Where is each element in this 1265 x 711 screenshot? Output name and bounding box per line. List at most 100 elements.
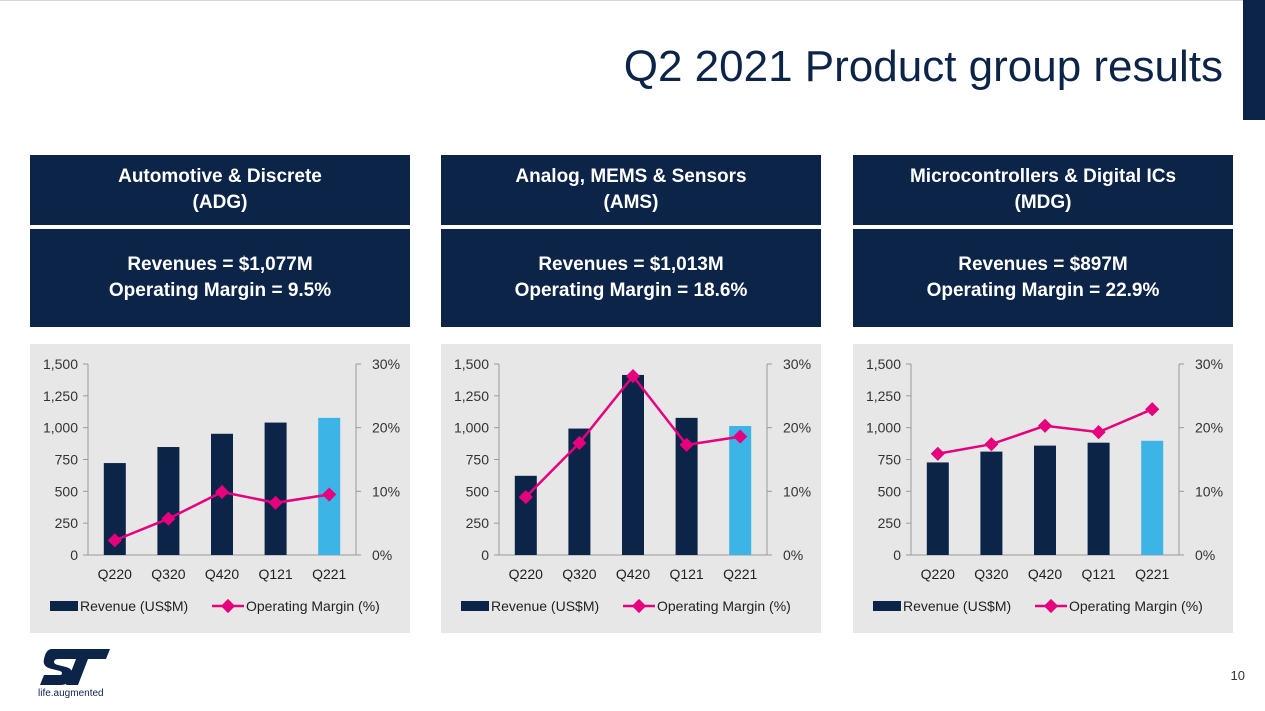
margin-point [161, 511, 176, 526]
category-label: Q121 [1081, 566, 1115, 582]
right-tick-label: 0% [1195, 547, 1215, 563]
legend-revenue-label: Revenue (US$M) [80, 598, 188, 614]
margin-point [625, 369, 641, 384]
legend-revenue-label: Revenue (US$M) [903, 598, 1011, 614]
margin-point [1091, 425, 1106, 440]
left-tick-label: 500 [55, 483, 79, 499]
right-tick-label: 20% [1195, 420, 1223, 436]
left-tick-label: 1,250 [866, 388, 901, 404]
legend-margin-marker [220, 598, 236, 614]
legend-revenue-label: Revenue (US$M) [491, 598, 599, 614]
group-name: Automotive & Discrete [118, 166, 322, 187]
group-panel-adg: Automotive & Discrete (ADG) Revenues = $… [30, 155, 410, 327]
left-tick-label: 1,000 [866, 420, 901, 436]
left-tick-label: 500 [466, 483, 490, 499]
group-operating-margin: Operating Margin = 9.5% [108, 280, 332, 301]
group-abbreviation: (MDG) [1014, 192, 1072, 213]
category-label: Q320 [974, 566, 1008, 582]
left-tick-label: 1,500 [866, 356, 901, 372]
revenue-bar [926, 462, 949, 555]
category-label: Q320 [151, 566, 185, 582]
margin-point [322, 487, 337, 502]
left-tick-label: 0 [70, 547, 78, 563]
left-tick-label: 1,250 [43, 388, 78, 404]
left-tick-label: 1,500 [43, 356, 78, 372]
right-tick-label: 30% [783, 356, 811, 372]
revenue-bar [729, 426, 752, 555]
revenue-bar [103, 463, 126, 555]
left-tick-label: 0 [481, 547, 489, 563]
left-tick-label: 750 [878, 452, 902, 468]
group-name-box: Automotive & Discrete (ADG) [30, 155, 410, 225]
group-kpi-box: Revenues = $1,013M Operating Margin = 18… [441, 229, 821, 327]
revenue-bar [980, 451, 1003, 555]
left-tick-label: 0 [893, 547, 901, 563]
right-tick-label: 30% [1195, 356, 1223, 372]
group-abbreviation: (ADG) [192, 192, 248, 213]
legend-revenue-swatch [461, 601, 489, 611]
legend-margin-marker [1043, 598, 1059, 614]
margin-point [268, 495, 283, 510]
revenue-bar [675, 417, 698, 555]
category-label: Q420 [616, 566, 650, 582]
legend-revenue-swatch [50, 601, 78, 611]
right-tick-label: 20% [372, 420, 400, 436]
right-tick-label: 0% [372, 547, 392, 563]
legend-margin-marker [631, 598, 647, 614]
left-tick-label: 1,000 [43, 420, 78, 436]
margin-point [1037, 418, 1053, 433]
margin-point [733, 429, 748, 444]
category-label: Q220 [509, 566, 543, 582]
category-label: Q221 [312, 566, 346, 582]
margin-point [930, 446, 945, 461]
right-tick-label: 20% [783, 420, 811, 436]
category-label: Q121 [669, 566, 703, 582]
category-label: Q320 [562, 566, 596, 582]
category-label: Q220 [921, 566, 955, 582]
group-revenue: Revenues = $1,077M [127, 254, 313, 275]
chart-svg: 0 250 500 750 1,000 1,250 1,500 0% 10% 20% 30% Q220… [454, 356, 811, 614]
chart-svg: 0 250 500 750 1,000 1,250 1,500 0% 10% 20% 30% Q220… [43, 356, 400, 614]
left-tick-label: 750 [466, 452, 490, 468]
left-tick-label: 750 [55, 452, 79, 468]
group-revenue: Revenues = $1,013M [538, 254, 724, 275]
right-tick-label: 0% [783, 547, 803, 563]
group-operating-margin: Operating Margin = 22.9% [926, 280, 1160, 301]
revenue-bar [1034, 445, 1056, 555]
margin-point [1145, 402, 1160, 417]
chart-ams: 0 250 500 750 1,000 1,250 1,500 0% 10% 20% 30% Q220… [441, 344, 821, 633]
margin-point [214, 484, 230, 500]
top-rule [0, 0, 1244, 1]
group-operating-margin: Operating Margin = 18.6% [514, 280, 748, 301]
tagline: life.augmented [38, 688, 104, 699]
category-label: Q220 [98, 566, 132, 582]
group-name: Analog, MEMS & Sensors [515, 166, 747, 187]
st-logo [38, 645, 114, 703]
revenue-bar [264, 422, 287, 555]
left-tick-label: 250 [878, 515, 902, 531]
category-label: Q221 [1135, 566, 1169, 582]
revenue-bar [1141, 440, 1164, 555]
slide-title: Q2 2021 Product group results [623, 42, 1223, 91]
right-tick-label: 10% [783, 483, 811, 499]
right-tick-label: 30% [372, 356, 400, 372]
left-tick-label: 1,250 [454, 388, 489, 404]
margin-point [984, 437, 999, 452]
accent-bar [1243, 0, 1265, 120]
category-label: Q420 [1028, 566, 1062, 582]
revenue-bar [568, 428, 591, 555]
group-kpi-box: Revenues = $897M Operating Margin = 22.9… [853, 229, 1233, 327]
revenue-bar [157, 447, 180, 555]
chart-svg: 0 250 500 750 1,000 1,250 1,500 0% 10% 20% 30% Q220… [866, 356, 1223, 614]
group-abbreviation: (AMS) [603, 192, 659, 213]
left-tick-label: 1,000 [454, 420, 489, 436]
category-label: Q221 [723, 566, 757, 582]
group-panel-mdg: Microcontrollers & Digital ICs (MDG) Rev… [853, 155, 1233, 327]
group-name: Microcontrollers & Digital ICs [909, 166, 1177, 187]
right-tick-label: 10% [372, 483, 400, 499]
legend-margin-label: Operating Margin (%) [657, 598, 791, 614]
category-label: Q420 [205, 566, 239, 582]
group-panel-ams: Analog, MEMS & Sensors (AMS) Revenues = … [441, 155, 821, 327]
category-label: Q121 [258, 566, 292, 582]
chart-mdg: 0 250 500 750 1,000 1,250 1,500 0% 10% 20% 30% Q220… [853, 344, 1233, 633]
